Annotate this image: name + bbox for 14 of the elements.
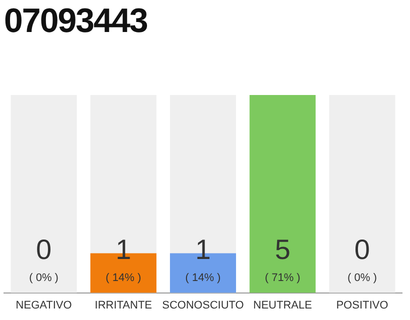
annotation: ( 71% ) [264,272,300,284]
x-tick-label: SCONOSCIUTO [162,299,244,312]
x-tick-label: NEUTRALE [253,299,312,312]
data-label: 0 [354,234,370,265]
x-tick-label: NEGATIVO [16,299,72,312]
x-tick-label: POSITIVO [336,299,389,312]
x-tick-label: IRRITANTE [94,299,152,312]
annotation: ( 0% ) [29,272,58,284]
annotation: ( 0% ) [348,272,377,284]
data-label: 0 [36,234,52,265]
chart-title: 07093443 [4,2,148,41]
annotation: ( 14% ) [185,272,221,284]
data-label: 5 [274,234,290,265]
annotation: ( 14% ) [106,272,142,284]
